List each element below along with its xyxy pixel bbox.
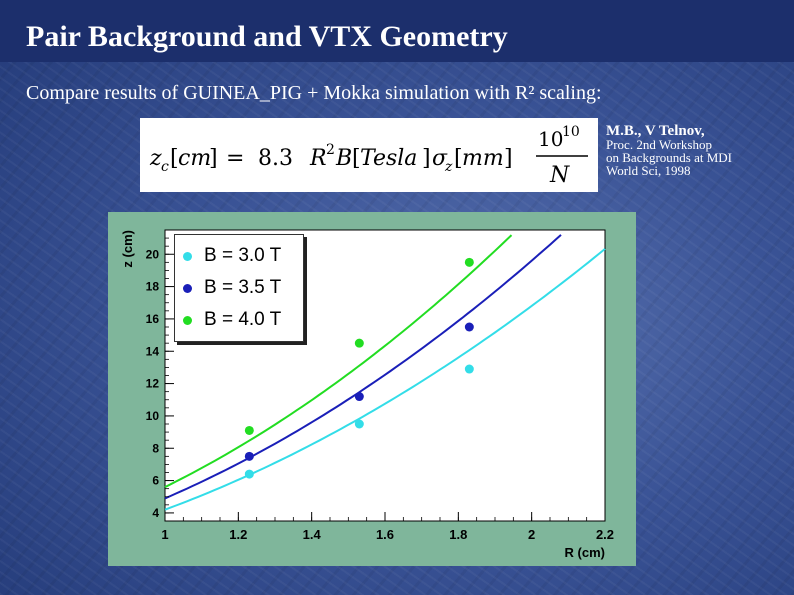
reference-note: M.B., V Telnov, Proc. 2nd Workshop on Ba…: [606, 123, 788, 178]
svg-text:[: [: [454, 146, 463, 171]
reference-author: M.B., V Telnov,: [606, 123, 705, 139]
data-point: [464, 322, 474, 332]
svg-text:]: ]: [422, 146, 431, 171]
svg-text:2: 2: [326, 142, 335, 158]
svg-text:[: [: [170, 146, 179, 171]
reference-line: Proc. 2nd Workshop: [606, 137, 712, 152]
fit-curve: [164, 234, 513, 488]
legend-marker: [183, 283, 192, 293]
x-tick-label: 1.6: [376, 527, 394, 542]
legend-marker: [183, 251, 192, 261]
data-point: [464, 257, 474, 267]
chart-panel: 1 1.2 1.4 1.6 1.8 2 2.2 4 6 8 10 12 14 16 18 20 R (cm) z …: [108, 212, 636, 566]
x-tick-label: 2: [528, 527, 535, 542]
fit-curve: [164, 234, 562, 500]
reference-line: on Backgrounds at MDI: [606, 150, 733, 165]
y-tick-label: 4: [152, 506, 159, 520]
reference-line: World Sci, 1998: [606, 163, 691, 178]
y-tick-label: 16: [146, 312, 160, 326]
y-tick-label: 18: [146, 280, 160, 294]
data-point: [244, 425, 254, 435]
legend-label: B = 3.5 T: [204, 277, 282, 298]
svg-text:[: [: [352, 146, 361, 171]
y-tick-label: 6: [152, 474, 159, 488]
svg-text:10: 10: [538, 127, 563, 151]
svg-text:B: B: [335, 146, 352, 171]
data-point: [464, 364, 474, 374]
svg-text:c: c: [161, 159, 169, 175]
x-tick-label: 1.8: [449, 527, 467, 542]
legend-label: B = 4.0 T: [204, 309, 282, 330]
svg-text:σ: σ: [432, 146, 448, 171]
y-tick-label: 12: [146, 377, 160, 391]
svg-text:10: 10: [562, 124, 580, 140]
legend-item: B = 3.0 T: [183, 241, 281, 271]
svg-text:N: N: [549, 163, 570, 188]
svg-text:cm: cm: [178, 146, 211, 171]
svg-text:]: ]: [504, 146, 513, 171]
svg-text:Tesla: Tesla: [360, 146, 417, 171]
svg-text:=: =: [226, 146, 244, 171]
data-point: [244, 469, 254, 479]
x-axis-label: R (cm): [565, 545, 605, 560]
chart-legend: B = 3.0 T B = 3.5 T B = 4.0 T: [174, 234, 304, 342]
svg-text:8.3: 8.3: [258, 146, 293, 171]
x-tick-label: 1: [161, 527, 168, 542]
y-tick-label: 10: [146, 409, 160, 423]
data-point: [354, 419, 364, 429]
x-tick-label: 1.4: [303, 527, 322, 542]
formula-box: z c [ cm ] = 8.3 R 2 B [ Tesla ] σ z [ m…: [140, 118, 598, 192]
formula-equation: z c [ cm ] = 8.3 R 2 B [ Tesla ] σ z [ m…: [149, 124, 588, 188]
slide-title: Pair Background and VTX Geometry: [26, 20, 508, 53]
data-point: [354, 338, 364, 348]
legend-label: B = 3.0 T: [204, 245, 282, 266]
data-point: [354, 392, 364, 402]
x-tick-label: 2.2: [596, 527, 614, 542]
slide-subtitle: Compare results of GUINEA_PIG + Mokka si…: [26, 82, 602, 104]
y-tick-label: 20: [146, 247, 160, 261]
legend-item: B = 4.0 T: [183, 305, 281, 335]
x-tick-label: 1.2: [229, 527, 247, 542]
title-band: [0, 0, 794, 62]
svg-text:z: z: [444, 159, 453, 175]
svg-text:z: z: [149, 146, 162, 171]
fit-curve: [164, 248, 606, 511]
legend-item: B = 3.5 T: [183, 273, 281, 303]
legend-marker: [183, 315, 192, 325]
svg-text:R: R: [309, 146, 327, 171]
svg-text:mm: mm: [462, 146, 504, 171]
y-tick-label: 8: [152, 441, 159, 455]
y-tick-label: 14: [146, 344, 160, 358]
y-axis-label: z (cm): [120, 230, 135, 268]
svg-text:]: ]: [209, 146, 218, 171]
data-point: [244, 451, 254, 461]
